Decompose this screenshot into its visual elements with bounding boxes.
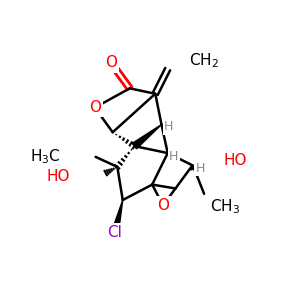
Text: O: O xyxy=(89,100,101,115)
Text: CH$_2$: CH$_2$ xyxy=(189,51,219,70)
Text: HO: HO xyxy=(46,169,70,184)
Text: O: O xyxy=(157,198,169,213)
Text: H: H xyxy=(169,150,178,164)
Polygon shape xyxy=(132,124,161,149)
Text: Cl: Cl xyxy=(108,225,122,240)
Text: H$_3$C: H$_3$C xyxy=(30,148,61,166)
Polygon shape xyxy=(112,200,123,233)
Text: HO: HO xyxy=(224,153,247,168)
Text: H: H xyxy=(196,162,205,175)
Text: H: H xyxy=(164,120,173,134)
Text: CH$_3$: CH$_3$ xyxy=(210,198,240,216)
Text: O: O xyxy=(105,56,117,70)
Polygon shape xyxy=(191,165,197,170)
